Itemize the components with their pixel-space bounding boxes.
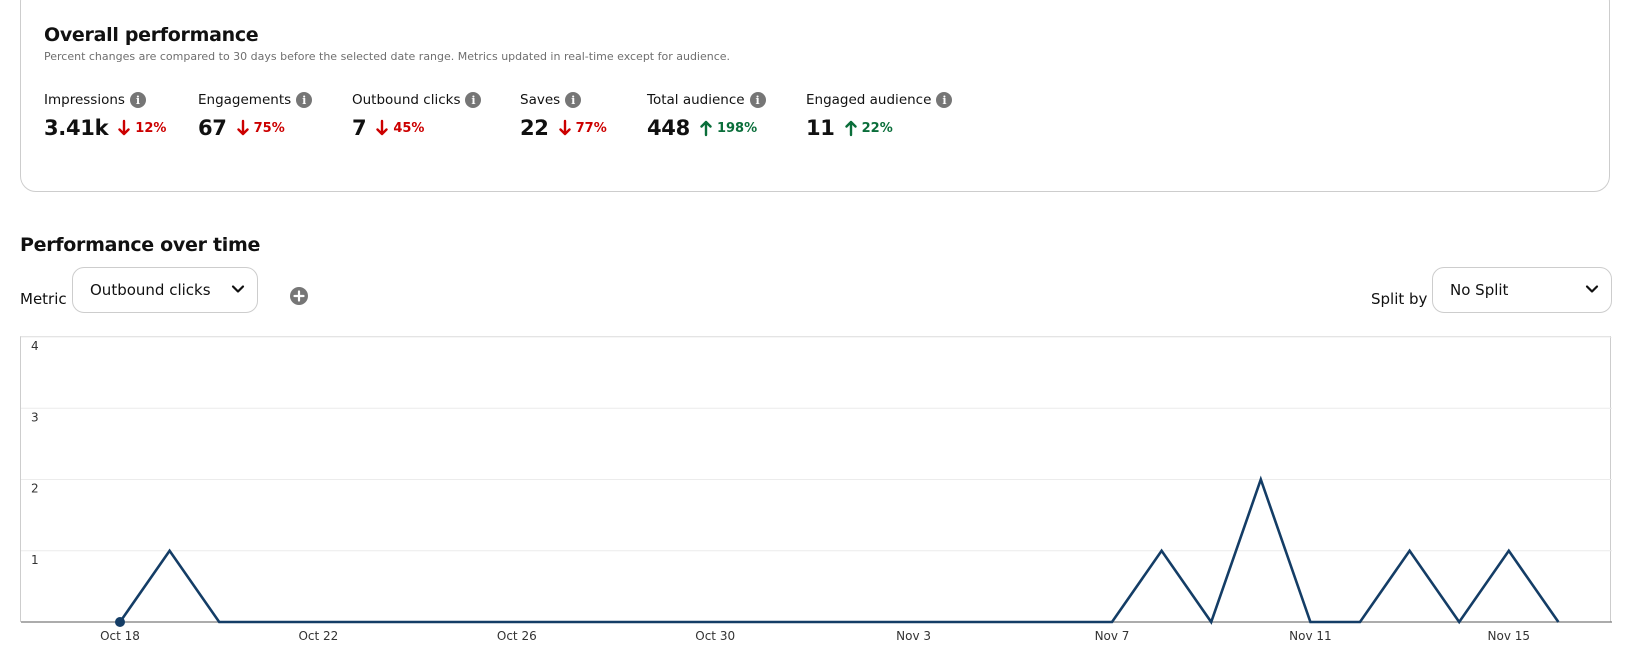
x-tick-label: Oct 22	[298, 629, 338, 643]
metric-label: Engagements	[198, 92, 292, 108]
metric-engaged-audience: Engaged audience i 11 22%	[806, 91, 953, 140]
info-icon[interactable]: i	[129, 92, 146, 108]
x-tick-label: Oct 30	[695, 629, 735, 643]
arrow-down-icon	[236, 119, 249, 136]
add-metric-button[interactable]	[290, 287, 308, 305]
metric-engagements: Engagements i 67 75%	[198, 91, 313, 140]
chevron-down-icon	[1585, 285, 1599, 293]
split-by-select-value: No Split	[1450, 281, 1509, 299]
metric-change: 75%	[253, 120, 285, 136]
arrow-up-icon	[700, 120, 712, 137]
data-point	[115, 617, 125, 627]
metric-label: Metric	[20, 290, 67, 308]
metric-change: 12%	[135, 120, 167, 136]
metric-change: 22%	[861, 120, 893, 136]
metric-saves: Saves i 22 77%	[520, 91, 607, 140]
y-tick-label: 1	[31, 553, 39, 567]
y-tick-label: 4	[31, 339, 39, 353]
info-icon[interactable]: i	[565, 92, 582, 108]
metric-value: 448	[647, 116, 690, 140]
metric-label: Saves	[520, 92, 561, 108]
arrow-down-icon	[118, 119, 130, 136]
x-tick-label: Oct 26	[497, 629, 537, 643]
x-tick-label: Oct 18	[100, 629, 140, 643]
metric-value: 3.41k	[44, 116, 109, 140]
metric-select[interactable]: Outbound clicks	[72, 267, 258, 313]
outbound-clicks-line	[118, 475, 1560, 625]
y-tick-label: 2	[31, 482, 39, 496]
performance-over-time-title: Performance over time	[20, 234, 261, 256]
arrow-up-icon	[844, 120, 857, 137]
x-tick-label: Nov 3	[896, 629, 931, 643]
metric-value: 67	[198, 116, 227, 140]
metric-label: Total audience	[647, 92, 745, 108]
x-tick-label: Nov 15	[1488, 629, 1531, 643]
chevron-down-icon	[231, 285, 245, 293]
metric-total-audience: Total audience i 448 198%	[647, 91, 766, 140]
info-icon[interactable]: i	[749, 92, 766, 108]
y-tick-label: 3	[31, 410, 39, 424]
info-icon[interactable]: i	[296, 92, 313, 108]
metric-value: 22	[520, 116, 549, 140]
metric-select-value: Outbound clicks	[90, 281, 211, 299]
info-icon[interactable]: i	[936, 92, 953, 108]
overall-performance-subtitle: Percent changes are compared to 30 days …	[44, 50, 731, 63]
metric-label: Engaged audience	[806, 92, 932, 108]
x-tick-label: Nov 7	[1095, 629, 1130, 643]
metric-change: 45%	[393, 120, 425, 136]
overall-performance-title: Overall performance	[44, 24, 259, 46]
performance-chart: 1 2 3 4 Oct 18 Oct 22 Oct 26 Oct 30 Nov 3 Nov 7 No…	[20, 336, 1612, 643]
split-by-label: Split by	[1371, 290, 1428, 308]
info-icon[interactable]: i	[465, 92, 482, 108]
metric-value: 11	[806, 116, 835, 140]
overall-performance-card	[20, 0, 1610, 192]
x-tick-label: Nov 11	[1289, 629, 1332, 643]
metric-change: 77%	[575, 120, 607, 136]
arrow-down-icon	[558, 119, 571, 136]
metric-value: 7	[352, 116, 367, 140]
metric-outbound-clicks: Outbound clicks i 7 45%	[352, 91, 482, 140]
performance-chart-svg: 1 2 3 4 Oct 18 Oct 22 Oct 26 Oct 30 Nov 3 Nov 7 No…	[21, 337, 1612, 643]
plus-circle-icon	[293, 290, 305, 302]
metric-change: 198%	[716, 120, 758, 136]
metric-impressions: Impressions i 3.41k 12%	[44, 91, 166, 140]
split-by-select[interactable]: No Split	[1432, 267, 1612, 313]
metric-label: Outbound clicks	[352, 92, 461, 108]
arrow-down-icon	[376, 119, 389, 136]
metric-label: Impressions	[44, 92, 125, 108]
